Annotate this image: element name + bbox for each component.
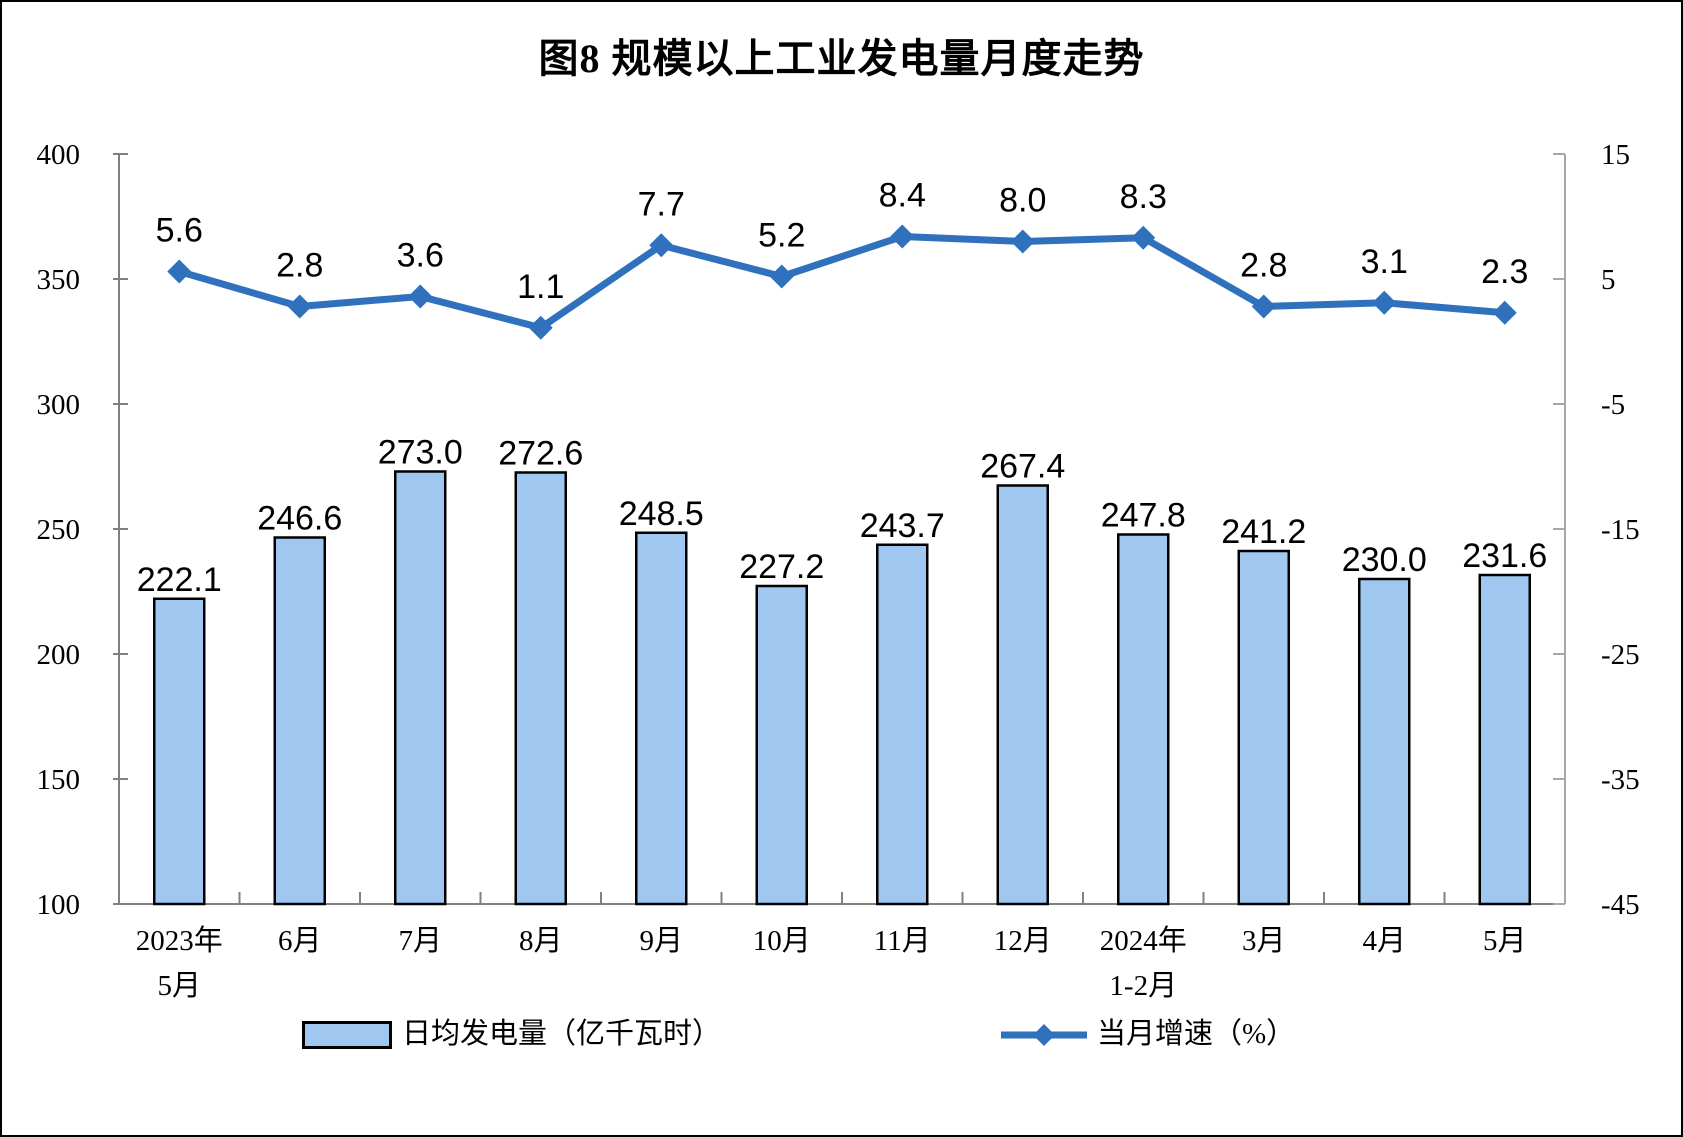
bar-value-label: 272.6 xyxy=(498,435,583,473)
right-axis-tick-label: 5 xyxy=(1601,264,1616,296)
line-value-label: 5.2 xyxy=(758,217,805,255)
right-axis-tick-label: 15 xyxy=(1601,139,1630,171)
line-value-label: 5.6 xyxy=(156,212,203,250)
x-category-label: 11月 xyxy=(874,925,931,957)
x-category-label: 10月 xyxy=(753,925,811,957)
legend: 日均发电量（亿千瓦时） 当月增速（%） xyxy=(302,1020,1295,1049)
left-axis-tick-label: 300 xyxy=(37,389,81,421)
x-category-label: 4月 xyxy=(1362,925,1406,957)
line-value-label: 1.1 xyxy=(517,268,564,306)
bar-value-label: 230.0 xyxy=(1342,541,1427,579)
x-category-label: 12月 xyxy=(994,925,1052,957)
bar xyxy=(635,531,688,906)
chart-title: 图8 规模以上工业发电量月度走势 xyxy=(538,36,1145,81)
line-value-label: 3.1 xyxy=(1361,243,1408,281)
line-value-label: 2.3 xyxy=(1481,253,1528,291)
x-category-label: 1-2月 xyxy=(1109,970,1177,1002)
line-value-label: 8.4 xyxy=(879,177,926,215)
bar-value-label: 227.2 xyxy=(739,548,824,586)
right-axis-tick-label: -5 xyxy=(1601,389,1625,421)
bar-value-label: 241.2 xyxy=(1221,513,1306,551)
left-axis-tick-label: 400 xyxy=(37,139,81,171)
line-value-label: 2.8 xyxy=(1240,247,1287,285)
bar-value-label: 267.4 xyxy=(980,448,1065,486)
bar-value-label: 248.5 xyxy=(619,495,704,533)
left-axis-tick-label: 150 xyxy=(37,764,81,796)
line-value-label: 2.8 xyxy=(276,247,323,285)
line-marker-icon xyxy=(167,259,192,284)
legend-line-label: 当月增速（%） xyxy=(1097,1018,1296,1050)
line-marker-icon xyxy=(408,284,433,309)
bar xyxy=(876,543,929,906)
line-marker-icon xyxy=(1251,294,1276,319)
left-axis-tick-label: 200 xyxy=(37,639,81,671)
bar-value-label: 231.6 xyxy=(1462,537,1547,575)
x-category-label: 9月 xyxy=(639,925,683,957)
bar xyxy=(755,584,808,906)
line-marker-icon xyxy=(769,264,794,289)
bar xyxy=(394,470,447,906)
right-axis-tick-label: -25 xyxy=(1601,639,1640,671)
x-category-label: 8月 xyxy=(519,925,563,957)
line-marker-icon xyxy=(890,224,915,249)
bar-swatch-icon xyxy=(302,1020,392,1049)
bar xyxy=(1117,533,1170,906)
bar-value-label: 222.1 xyxy=(137,561,222,599)
left-axis-tick-label: 250 xyxy=(37,514,81,546)
bar xyxy=(1237,549,1290,906)
bar-value-label: 246.6 xyxy=(257,500,342,538)
line-value-label: 8.0 xyxy=(999,182,1046,220)
right-axis-tick-label: -35 xyxy=(1601,764,1640,796)
legend-item-line: 当月增速（%） xyxy=(999,1020,1295,1049)
line-value-label: 8.3 xyxy=(1120,178,1167,216)
line-marker-icon xyxy=(1492,300,1517,325)
legend-bar-label: 日均发电量（亿千瓦时） xyxy=(402,1018,722,1050)
x-category-label: 7月 xyxy=(398,925,442,957)
bar xyxy=(996,484,1049,906)
bar xyxy=(514,471,567,906)
bar-value-label: 243.7 xyxy=(860,507,945,545)
x-category-label: 2024年 xyxy=(1100,924,1187,957)
line-marker-icon xyxy=(287,294,312,319)
bar-value-label: 247.8 xyxy=(1101,497,1186,535)
bar-value-label: 273.0 xyxy=(378,434,463,472)
line-marker-icon xyxy=(1372,290,1397,315)
right-axis-tick-label: -45 xyxy=(1601,889,1640,921)
bar xyxy=(153,597,206,906)
x-category-label: 5月 xyxy=(1483,925,1527,957)
left-axis-tick-label: 100 xyxy=(37,889,81,921)
legend-item-bar: 日均发电量（亿千瓦时） xyxy=(302,1020,721,1049)
line-marker-icon xyxy=(649,233,674,258)
right-axis-tick-label: -15 xyxy=(1601,514,1640,546)
x-category-label: 6月 xyxy=(278,925,322,957)
left-axis-tick-label: 350 xyxy=(37,264,81,296)
x-category-label: 5月 xyxy=(157,970,201,1002)
line-marker-icon xyxy=(1001,1023,1088,1046)
x-category-label: 2023年 xyxy=(136,924,223,957)
line-value-label: 3.6 xyxy=(397,237,444,275)
line-marker-icon xyxy=(528,315,553,340)
line-marker-icon xyxy=(1131,225,1156,250)
bar xyxy=(273,536,326,906)
growth-line xyxy=(175,233,1509,332)
line-value-label: 7.7 xyxy=(638,185,685,223)
x-category-label: 3月 xyxy=(1242,925,1286,957)
line-marker-icon xyxy=(1010,229,1035,254)
bar xyxy=(1478,573,1531,906)
bar xyxy=(1358,577,1411,906)
